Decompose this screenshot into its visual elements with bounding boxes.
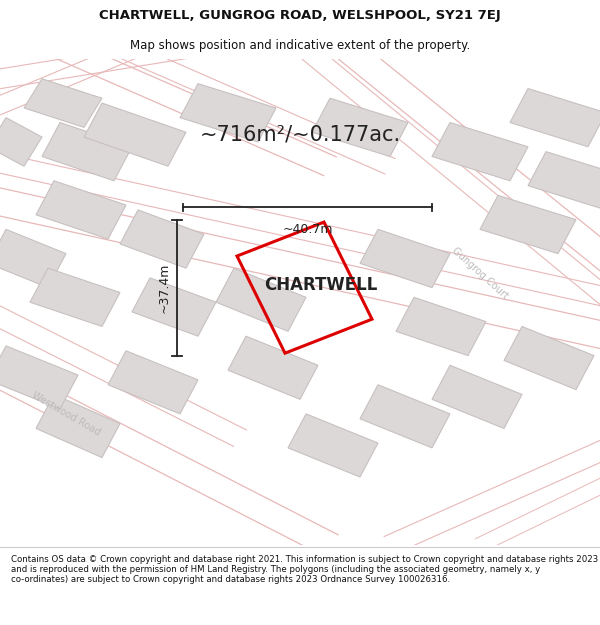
Polygon shape xyxy=(120,210,204,268)
Polygon shape xyxy=(36,181,126,239)
Polygon shape xyxy=(216,268,306,331)
Text: ~716m²/~0.177ac.: ~716m²/~0.177ac. xyxy=(199,124,401,144)
Polygon shape xyxy=(108,351,198,414)
Text: ~37.4m: ~37.4m xyxy=(157,262,170,312)
Polygon shape xyxy=(432,366,522,429)
Polygon shape xyxy=(360,229,450,288)
Polygon shape xyxy=(0,229,66,288)
Text: Map shows position and indicative extent of the property.: Map shows position and indicative extent… xyxy=(130,39,470,52)
Polygon shape xyxy=(42,122,132,181)
Polygon shape xyxy=(228,336,318,399)
Polygon shape xyxy=(396,298,486,356)
Polygon shape xyxy=(0,118,42,166)
Polygon shape xyxy=(360,385,450,448)
Polygon shape xyxy=(30,268,120,326)
Polygon shape xyxy=(24,79,102,128)
Polygon shape xyxy=(504,326,594,389)
Polygon shape xyxy=(480,196,576,254)
Text: Westwood Road: Westwood Road xyxy=(30,390,102,438)
Polygon shape xyxy=(432,122,528,181)
Text: CHARTWELL: CHARTWELL xyxy=(265,276,377,294)
Polygon shape xyxy=(132,278,216,336)
Text: CHARTWELL, GUNGROG ROAD, WELSHPOOL, SY21 7EJ: CHARTWELL, GUNGROG ROAD, WELSHPOOL, SY21… xyxy=(99,9,501,22)
Text: Gungrog Court: Gungrog Court xyxy=(450,246,510,301)
Polygon shape xyxy=(0,346,78,409)
Polygon shape xyxy=(510,89,600,147)
Polygon shape xyxy=(528,152,600,210)
Polygon shape xyxy=(36,394,120,458)
Polygon shape xyxy=(288,414,378,477)
Text: ~40.7m: ~40.7m xyxy=(282,223,333,236)
Polygon shape xyxy=(312,98,408,156)
Polygon shape xyxy=(180,84,276,142)
Polygon shape xyxy=(84,103,186,166)
Text: Contains OS data © Crown copyright and database right 2021. This information is : Contains OS data © Crown copyright and d… xyxy=(11,554,598,584)
